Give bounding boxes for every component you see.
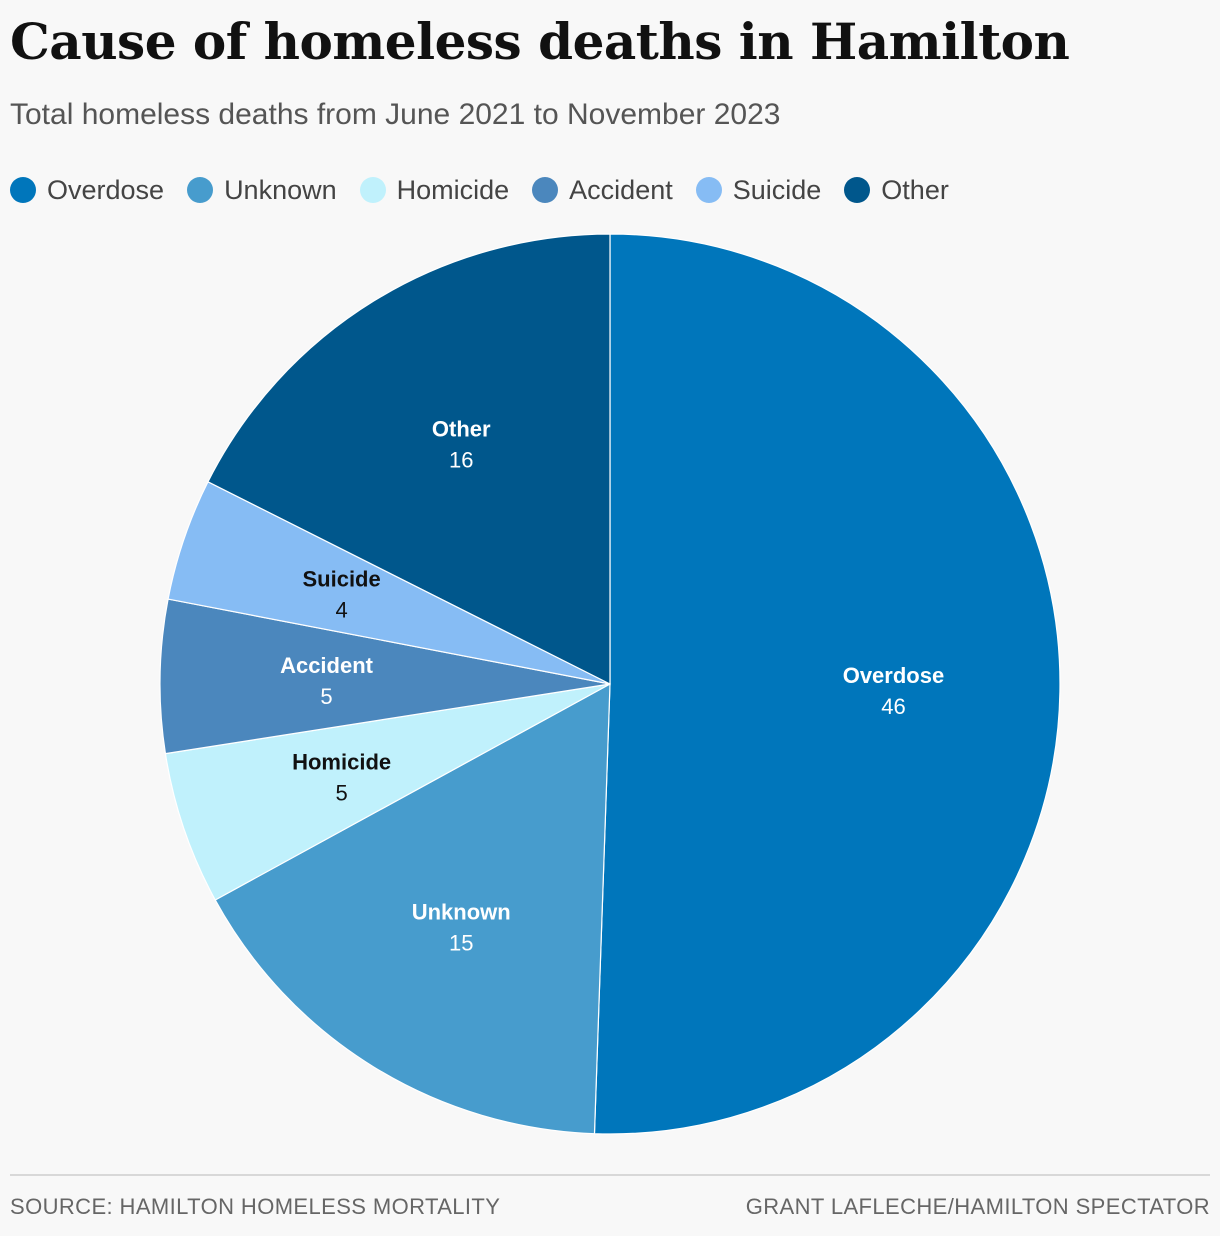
slice-label-accident: Accident [280, 653, 374, 678]
slice-label-overdose: Overdose [843, 663, 945, 688]
source-note: SOURCE: HAMILTON HOMELESS MORTALITY [10, 1194, 501, 1219]
legend-item-other: Other [844, 175, 949, 206]
legend-item-unknown: Unknown [187, 175, 337, 206]
legend-item-overdose: Overdose [10, 175, 164, 206]
credit-note: GRANT LAFLECHE/HAMILTON SPECTATOR [745, 1194, 1210, 1219]
pie-slice-homicide [164, 683, 611, 901]
slice-value-other: 16 [449, 448, 473, 473]
legend-label: Other [881, 174, 949, 205]
slice-value-unknown: 15 [449, 930, 473, 955]
slice-value-overdose: 46 [881, 694, 905, 719]
legend-swatch [532, 177, 559, 203]
slice-label-suicide: Suicide [302, 567, 380, 592]
legend-item-suicide: Suicide [695, 174, 822, 206]
chart-subtitle: Total homeless deaths from June 2021 to … [10, 98, 781, 131]
slice-label-homicide: Homicide [292, 749, 391, 774]
legend-label: Unknown [224, 174, 337, 205]
legend-swatch [695, 177, 722, 203]
legend-swatch [844, 177, 871, 203]
pie-slice-unknown [214, 682, 611, 1135]
legend-swatch [359, 177, 386, 203]
legend-label: Accident [569, 174, 673, 205]
legend-swatch [187, 177, 214, 203]
chart-title: Cause of homeless deaths in Hamilton [10, 12, 1070, 71]
pie-slice-accident [159, 598, 611, 755]
legend-swatch [10, 177, 36, 203]
legend-item-homicide: Homicide [359, 174, 510, 206]
footer-divider [10, 1174, 1210, 1176]
legend-label: Overdose [47, 174, 165, 205]
legend-label: Suicide [732, 174, 822, 205]
slice-value-accident: 5 [320, 684, 332, 709]
pie-slice-other [207, 233, 611, 685]
chart-legend: Overdose Unknown Homicide Accident Suici… [10, 172, 972, 208]
slice-value-suicide: 4 [335, 598, 347, 623]
legend-label: Homicide [396, 174, 510, 205]
pie-slice-overdose [593, 233, 1061, 1135]
slice-label-other: Other [432, 417, 491, 442]
legend-item-accident: Accident [532, 175, 673, 206]
slice-value-homicide: 5 [335, 780, 347, 805]
slice-label-unknown: Unknown [412, 899, 511, 924]
